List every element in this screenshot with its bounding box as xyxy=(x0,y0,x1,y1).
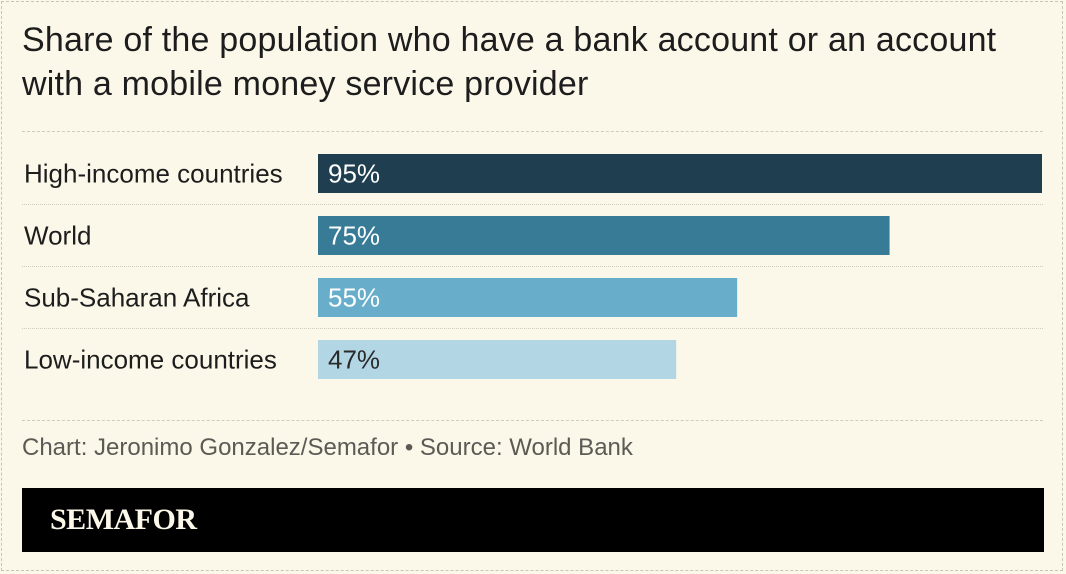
bar-value-label: 55% xyxy=(328,283,380,313)
brand-logo: SEMAFOR xyxy=(50,503,197,536)
category-label: High-income countries xyxy=(24,159,283,189)
bar xyxy=(318,278,738,317)
bar-value-label: 75% xyxy=(328,221,380,251)
bar-value-label: 95% xyxy=(328,159,380,189)
top-divider xyxy=(22,131,1043,132)
brand-bar: SEMAFOR xyxy=(22,488,1044,552)
row-divider xyxy=(22,266,1043,267)
bar xyxy=(318,216,890,255)
bar xyxy=(318,154,1042,193)
bar xyxy=(318,340,677,379)
row-divider xyxy=(22,204,1043,205)
source-note: Chart: Jeronimo Gonzalez/Semafor • Sourc… xyxy=(22,434,633,461)
row-divider xyxy=(22,328,1043,329)
category-label: World xyxy=(24,221,91,251)
bar-value-label: 47% xyxy=(328,345,380,375)
category-label: Sub-Saharan Africa xyxy=(24,283,250,313)
chart-title: Share of the population who have a bank … xyxy=(22,21,997,103)
category-label: Low-income countries xyxy=(24,345,277,375)
bottom-divider xyxy=(22,420,1043,421)
